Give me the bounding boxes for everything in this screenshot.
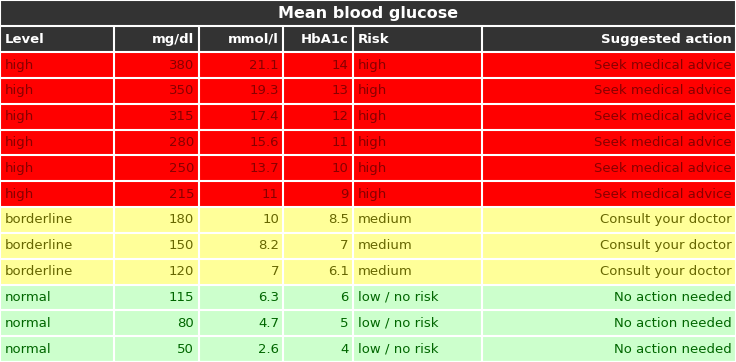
Text: Seek medical advice: Seek medical advice xyxy=(594,59,732,72)
Bar xyxy=(0,0,736,26)
Text: 150: 150 xyxy=(169,239,194,252)
Text: 5: 5 xyxy=(340,317,349,330)
Text: Seek medical advice: Seek medical advice xyxy=(594,110,732,123)
Bar xyxy=(0,52,736,78)
Text: 380: 380 xyxy=(169,59,194,72)
Text: 50: 50 xyxy=(177,342,194,355)
Text: high: high xyxy=(358,59,387,72)
Bar xyxy=(0,310,736,336)
Text: 7: 7 xyxy=(340,239,349,252)
Text: 180: 180 xyxy=(169,214,194,227)
Text: high: high xyxy=(4,162,34,175)
Text: borderline: borderline xyxy=(4,239,73,252)
Text: 12: 12 xyxy=(332,110,349,123)
Text: Seek medical advice: Seek medical advice xyxy=(594,84,732,97)
Text: 14: 14 xyxy=(332,59,349,72)
Bar xyxy=(0,26,736,52)
Text: 215: 215 xyxy=(169,188,194,201)
Bar xyxy=(0,207,736,233)
Text: medium: medium xyxy=(358,265,412,278)
Text: No action needed: No action needed xyxy=(614,317,732,330)
Text: Seek medical advice: Seek medical advice xyxy=(594,188,732,201)
Text: low / no risk: low / no risk xyxy=(358,317,438,330)
Text: 8.5: 8.5 xyxy=(328,214,349,227)
Text: high: high xyxy=(358,110,387,123)
Text: Consult your doctor: Consult your doctor xyxy=(600,265,732,278)
Text: 250: 250 xyxy=(169,162,194,175)
Text: 6.1: 6.1 xyxy=(328,265,349,278)
Text: 6.3: 6.3 xyxy=(258,291,279,304)
Bar xyxy=(0,155,736,181)
Text: 13.7: 13.7 xyxy=(250,162,279,175)
Text: 120: 120 xyxy=(169,265,194,278)
Text: Level: Level xyxy=(4,33,44,46)
Text: high: high xyxy=(4,136,34,149)
Text: normal: normal xyxy=(4,317,51,330)
Text: mmol/l: mmol/l xyxy=(228,33,279,46)
Text: high: high xyxy=(358,136,387,149)
Text: mg/dl: mg/dl xyxy=(152,33,194,46)
Text: high: high xyxy=(4,59,34,72)
Text: 21.1: 21.1 xyxy=(250,59,279,72)
Text: 13: 13 xyxy=(332,84,349,97)
Text: borderline: borderline xyxy=(4,265,73,278)
Text: HbA1c: HbA1c xyxy=(301,33,349,46)
Text: 7: 7 xyxy=(270,265,279,278)
Text: Consult your doctor: Consult your doctor xyxy=(600,239,732,252)
Bar xyxy=(0,104,736,130)
Text: borderline: borderline xyxy=(4,214,73,227)
Text: Risk: Risk xyxy=(358,33,389,46)
Text: 15.6: 15.6 xyxy=(250,136,279,149)
Text: low / no risk: low / no risk xyxy=(358,291,438,304)
Bar xyxy=(0,78,736,104)
Text: 4.7: 4.7 xyxy=(258,317,279,330)
Text: 10: 10 xyxy=(262,214,279,227)
Text: normal: normal xyxy=(4,342,51,355)
Text: high: high xyxy=(4,84,34,97)
Text: Consult your doctor: Consult your doctor xyxy=(600,214,732,227)
Text: 11: 11 xyxy=(262,188,279,201)
Bar xyxy=(0,336,736,362)
Bar xyxy=(0,233,736,259)
Bar xyxy=(0,130,736,155)
Text: high: high xyxy=(358,188,387,201)
Text: Suggested action: Suggested action xyxy=(601,33,732,46)
Text: 17.4: 17.4 xyxy=(250,110,279,123)
Text: 4: 4 xyxy=(341,342,349,355)
Text: Seek medical advice: Seek medical advice xyxy=(594,162,732,175)
Text: 19.3: 19.3 xyxy=(250,84,279,97)
Text: normal: normal xyxy=(4,291,51,304)
Text: Mean blood glucose: Mean blood glucose xyxy=(278,5,458,21)
Text: 9: 9 xyxy=(341,188,349,201)
Text: 80: 80 xyxy=(177,317,194,330)
Bar xyxy=(0,259,736,285)
Text: 6: 6 xyxy=(341,291,349,304)
Text: high: high xyxy=(358,84,387,97)
Text: high: high xyxy=(4,188,34,201)
Text: No action needed: No action needed xyxy=(614,342,732,355)
Text: 8.2: 8.2 xyxy=(258,239,279,252)
Text: 115: 115 xyxy=(169,291,194,304)
Text: 280: 280 xyxy=(169,136,194,149)
Text: high: high xyxy=(4,110,34,123)
Text: 11: 11 xyxy=(332,136,349,149)
Text: 10: 10 xyxy=(332,162,349,175)
Text: Seek medical advice: Seek medical advice xyxy=(594,136,732,149)
Bar xyxy=(0,285,736,310)
Text: high: high xyxy=(358,162,387,175)
Text: 350: 350 xyxy=(169,84,194,97)
Text: low / no risk: low / no risk xyxy=(358,342,438,355)
Text: 2.6: 2.6 xyxy=(258,342,279,355)
Text: medium: medium xyxy=(358,214,412,227)
Text: No action needed: No action needed xyxy=(614,291,732,304)
Text: medium: medium xyxy=(358,239,412,252)
Bar xyxy=(0,181,736,207)
Text: 315: 315 xyxy=(169,110,194,123)
